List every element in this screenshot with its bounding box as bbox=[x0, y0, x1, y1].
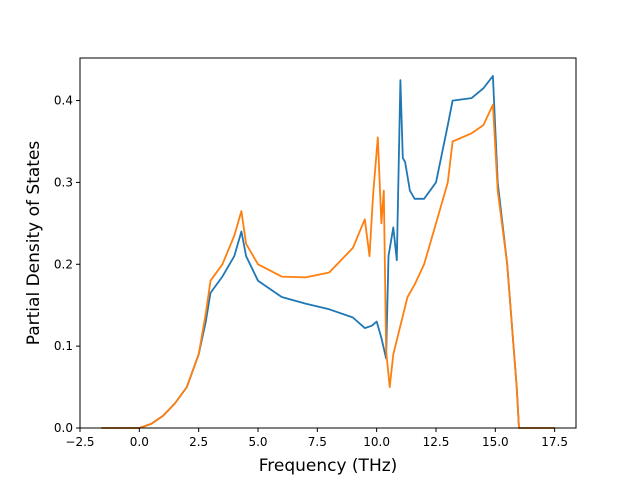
x-axis-label: Frequency (THz) bbox=[259, 456, 398, 476]
x-tick-label: 10.0 bbox=[363, 435, 390, 449]
x-tick-label: 17.5 bbox=[541, 435, 568, 449]
y-tick-label: 0.0 bbox=[54, 421, 73, 435]
x-tick-label: −2.5 bbox=[65, 435, 94, 449]
x-tick-label: 0.0 bbox=[130, 435, 149, 449]
x-tick-label: 5.0 bbox=[248, 435, 267, 449]
y-tick-label: 0.3 bbox=[54, 175, 73, 189]
series-line-1 bbox=[101, 75, 555, 429]
x-tick-label: 7.5 bbox=[308, 435, 327, 449]
x-tick-label: 12.5 bbox=[423, 435, 450, 449]
y-tick-label: 0.4 bbox=[54, 94, 73, 108]
plot-frame bbox=[79, 57, 577, 429]
y-axis-label: Partial Density of States bbox=[24, 141, 44, 346]
series-layer bbox=[101, 75, 555, 429]
series-line-2 bbox=[101, 103, 555, 429]
y-tick-label: 0.2 bbox=[54, 257, 73, 271]
x-tick-label: 2.5 bbox=[189, 435, 208, 449]
x-axis: −2.5 0.0 2.5 5.0 7.5 10.0 12.5 15.0 17.5 bbox=[65, 428, 568, 449]
x-tick-label: 15.0 bbox=[482, 435, 509, 449]
y-axis: 0.0 0.1 0.2 0.3 0.4 bbox=[54, 94, 80, 435]
y-tick-label: 0.1 bbox=[54, 339, 73, 353]
